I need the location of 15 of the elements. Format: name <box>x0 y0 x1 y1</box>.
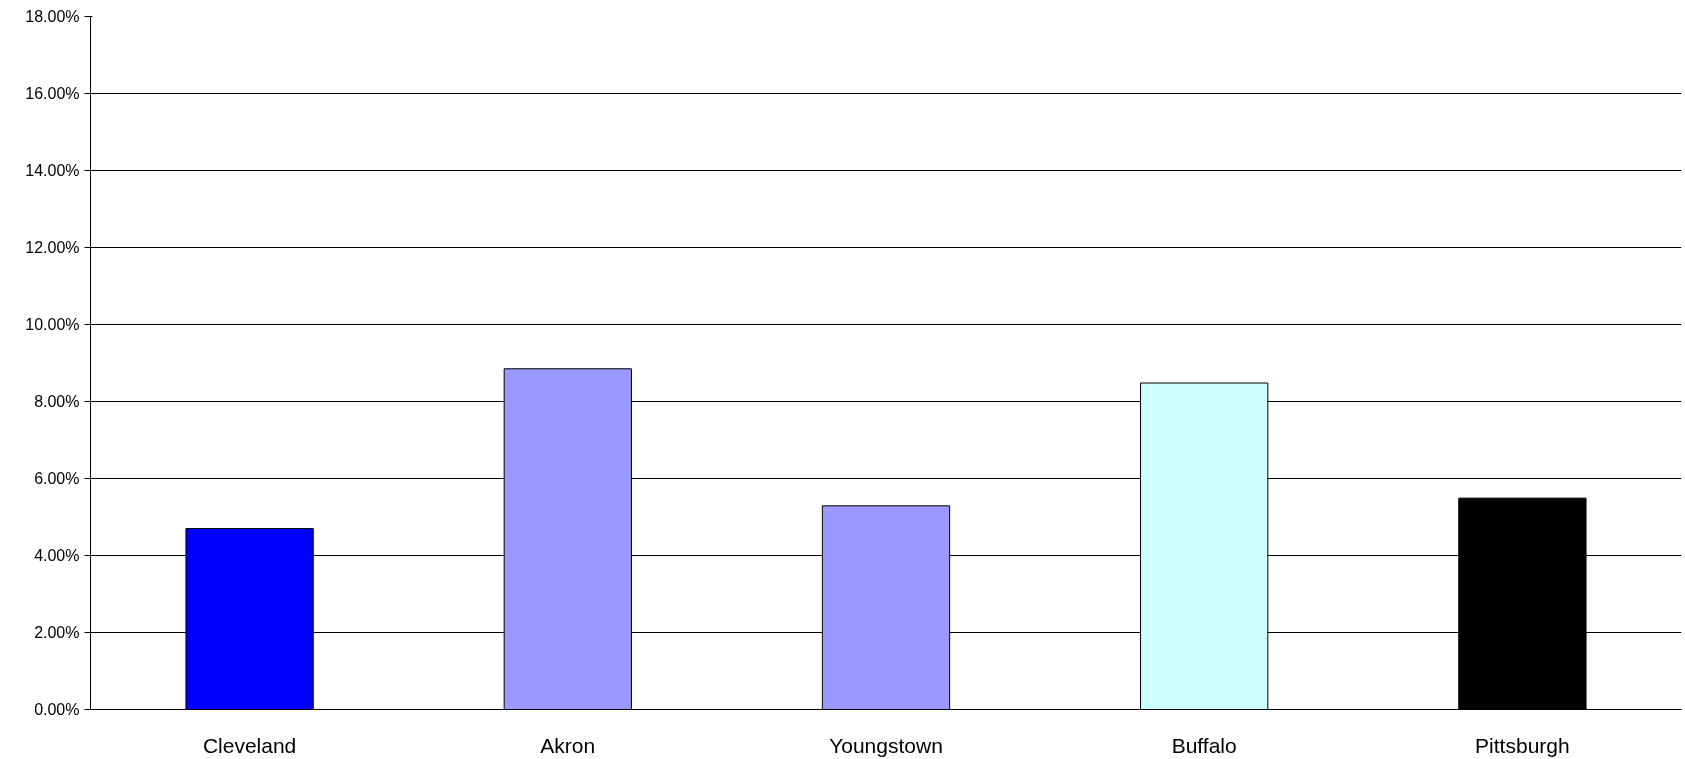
y-tick-label: 6.00% <box>34 470 80 487</box>
y-tick-label: 4.00% <box>34 547 80 564</box>
y-tick-label: 12.00% <box>25 239 80 256</box>
x-tick-label: Akron <box>540 733 596 757</box>
x-tick-label: Youngstown <box>829 733 943 757</box>
y-tick-label: 16.00% <box>25 85 80 102</box>
x-tick-label: Buffalo <box>1171 733 1237 757</box>
y-tick-label: 2.00% <box>34 624 80 641</box>
x-tick-label: Pittsburgh <box>1475 733 1570 757</box>
y-tick-label: 0.00% <box>34 701 80 718</box>
y-tick-label: 10.00% <box>25 316 80 333</box>
y-tick-label: 14.00% <box>25 162 80 179</box>
y-tick-label: 18.00% <box>25 8 80 25</box>
x-tick-label: Cleveland <box>202 733 297 757</box>
y-tick-label: 8.00% <box>34 393 80 410</box>
